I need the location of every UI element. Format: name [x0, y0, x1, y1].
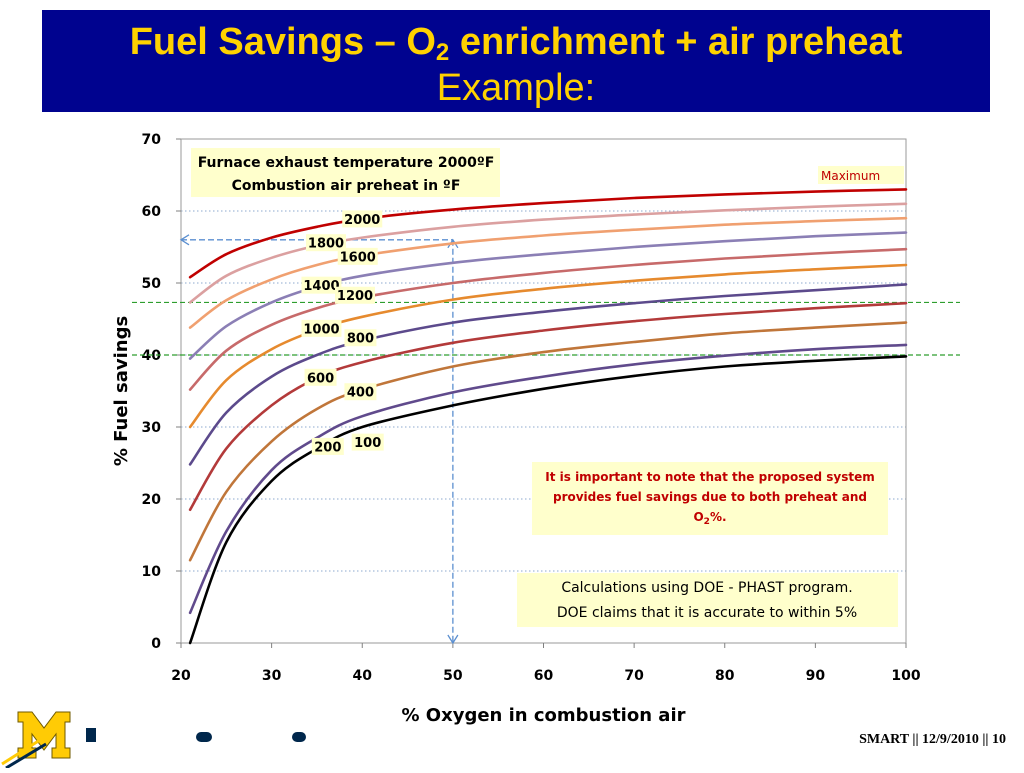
calculations-note-background — [517, 573, 898, 627]
curve-label-text: 800 — [347, 332, 374, 347]
annotation-layer: Maximum Furnace exhaust temperature 2000º… — [191, 148, 904, 627]
curve-label-text: 400 — [347, 386, 374, 401]
curve-label-text: 200 — [314, 440, 341, 455]
x-tick-label: 100 — [891, 668, 920, 684]
slide-title-text: Fuel Savings – O — [129, 21, 436, 63]
slide-title-subscript: 2 — [435, 39, 450, 66]
calculations-note-box: Calculations using DOE - PHAST program. D… — [517, 573, 898, 627]
curve-label-100: 100 — [351, 433, 384, 451]
curve-label-text: 1600 — [340, 250, 376, 265]
axis-layer: 0 10 20 30 40 50 60 70 20 30 40 50 60 70 80 90 100 % Oxyg… — [111, 132, 921, 726]
curve-label-box — [304, 368, 337, 386]
curve-label-text: 1200 — [337, 289, 373, 304]
y-tick-label: 60 — [142, 204, 162, 220]
curve-label-1200: 1200 — [335, 286, 375, 304]
series-line-800 — [188, 283, 908, 466]
curve-label-400: 400 — [344, 383, 377, 401]
curve-label-1400: 1400 — [301, 276, 342, 294]
block-m-logo-icon — [1, 711, 306, 770]
y-tick-label: 50 — [142, 276, 162, 292]
important-note-background — [532, 462, 888, 535]
y-axis-title: % Fuel savings — [111, 316, 132, 466]
x-axis-title: % Oxygen in combustion air — [402, 705, 686, 726]
series-line-2000 — [188, 188, 908, 279]
legend-line-2: Combustion air preheat in ºF — [232, 178, 461, 194]
y-tick-label: 70 — [142, 132, 162, 148]
curve-label-1600: 1600 — [337, 247, 378, 265]
y-tick-label: 0 — [151, 636, 161, 652]
series-line-200 — [188, 343, 908, 615]
curve-label-box — [344, 329, 377, 347]
x-tick-label: 20 — [171, 668, 191, 684]
curve-label-2000: 2000 — [342, 210, 383, 228]
slide-title: Fuel Savings – O2 enrichment + air prehe… — [42, 20, 990, 66]
y-tick-label: 20 — [142, 492, 162, 508]
curve-label-text: 1400 — [303, 279, 339, 294]
slide-title-banner: Fuel Savings – O2 enrichment + air prehe… — [42, 10, 990, 112]
calculations-line-1: Calculations using DOE - PHAST program. — [561, 580, 852, 596]
curve-label-box — [342, 210, 383, 228]
x-tick-label: 80 — [715, 668, 735, 684]
curve-label-box — [301, 276, 342, 294]
series-line-1000 — [188, 263, 908, 429]
calculations-line-2: DOE claims that it is accurate to within… — [557, 605, 857, 621]
y-tick-label: 10 — [142, 564, 162, 580]
y-tick-label: 30 — [142, 420, 162, 436]
series-line-1400 — [188, 231, 908, 360]
x-tick-label: 30 — [262, 668, 282, 684]
curve-label-text: 2000 — [344, 213, 380, 228]
x-tick-label: 40 — [353, 668, 373, 684]
x-tick-label: 90 — [806, 668, 826, 684]
x-tick-label: 70 — [624, 668, 644, 684]
curve-label-text: 1800 — [308, 237, 344, 252]
series-line-1200 — [188, 247, 908, 391]
curve-label-box — [311, 437, 344, 455]
important-note-box: It is important to note that the propose… — [532, 462, 888, 535]
curve-label-600: 600 — [304, 368, 337, 386]
arrowhead-left-icon — [179, 234, 190, 246]
curve-label-text: 100 — [354, 436, 381, 451]
slide-title-text-end: enrichment + air preheat — [449, 21, 903, 63]
maximum-label-box — [818, 166, 904, 184]
arrowhead-up-icon — [447, 238, 459, 249]
curve-label-text: 1000 — [303, 322, 339, 337]
curve-label-box — [306, 234, 346, 252]
series-line-400 — [188, 321, 908, 562]
series-line-600 — [188, 301, 908, 512]
x-tick-label: 50 — [443, 668, 463, 684]
slide-footer: SMART || 12/9/2010 || 10 — [859, 732, 1006, 747]
university-logo — [0, 704, 320, 770]
curve-label-1800: 1800 — [306, 234, 346, 252]
curve-label-200: 200 — [311, 437, 344, 455]
x-tick-label: 60 — [534, 668, 554, 684]
series-layer — [188, 188, 908, 645]
y-tick-label: 40 — [142, 348, 162, 364]
legend-line-1: Furnace exhaust temperature 2000ºF — [198, 155, 495, 171]
curve-label-box — [344, 383, 377, 401]
legend-box-background — [191, 148, 500, 197]
chart-legend-box: Furnace exhaust temperature 2000ºF Combus… — [191, 148, 500, 197]
curve-label-1000: 1000 — [301, 319, 342, 337]
series-line-100 — [188, 355, 908, 645]
curve-label-800: 800 — [344, 329, 377, 347]
series-line-1800 — [188, 202, 908, 304]
curve-label-box — [335, 286, 375, 304]
curve-label-box — [337, 247, 378, 265]
series-line-1600 — [188, 216, 908, 329]
maximum-label: Maximum — [818, 166, 904, 184]
slide-subtitle: Example: — [436, 67, 596, 109]
curve-label-box — [351, 433, 384, 451]
arrowhead-down-icon — [447, 634, 459, 645]
curve-label-text: 600 — [307, 371, 334, 386]
curve-label-box — [301, 319, 342, 337]
important-note-text: It is important to note that the propose… — [545, 470, 874, 527]
maximum-label-text: Maximum — [821, 169, 880, 183]
